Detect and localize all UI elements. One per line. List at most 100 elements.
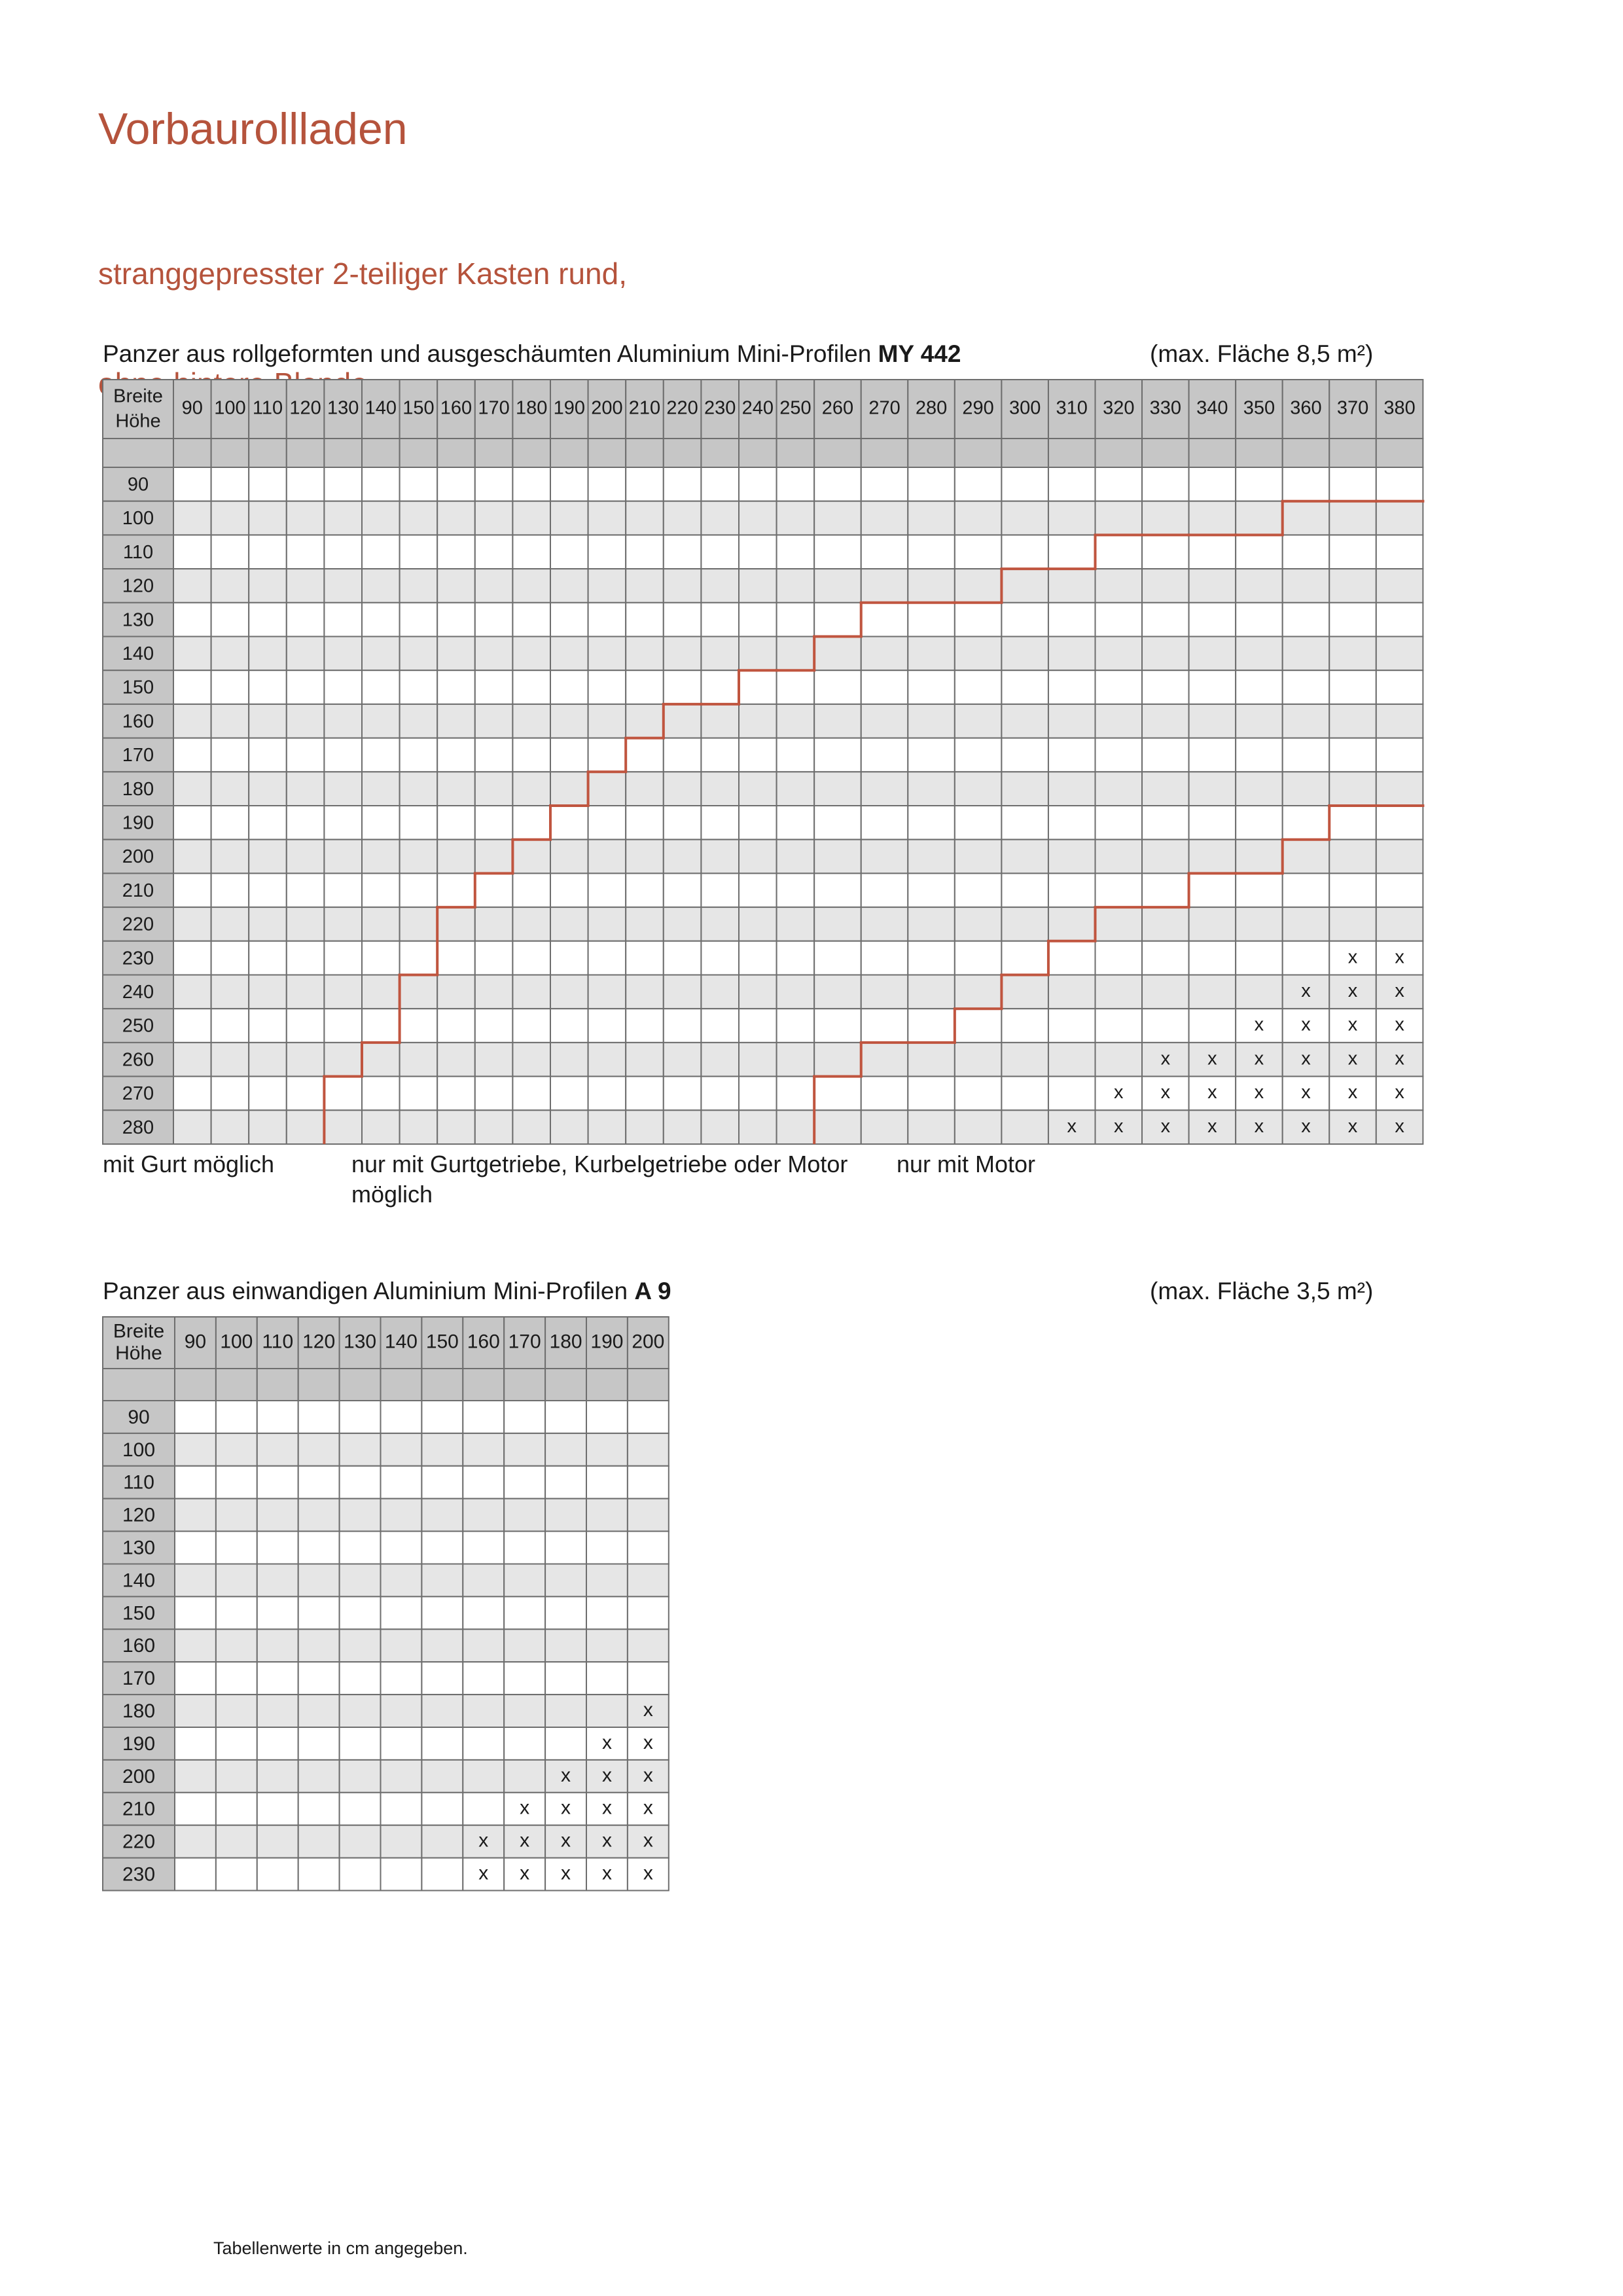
- table-cell: [462, 1563, 505, 1598]
- table-cell: [338, 1498, 382, 1532]
- table-cell: [210, 1041, 250, 1077]
- table-cell: [1141, 940, 1190, 976]
- table-cell: [813, 1008, 862, 1043]
- table-cell: [1001, 1041, 1049, 1077]
- table-cell: [550, 636, 589, 672]
- table-cell: [380, 1400, 423, 1434]
- table-cell: [550, 771, 589, 807]
- column-header: [512, 379, 552, 439]
- table-cell: [738, 771, 777, 807]
- table-cell: [907, 974, 955, 1010]
- table-cell: [813, 906, 862, 942]
- table-cell: [248, 1008, 287, 1043]
- header-spacer: [215, 1368, 258, 1401]
- table-cell: [1188, 805, 1237, 840]
- legend-item: nur mit Gurtgetriebe, Kurbelgetriebe ode…: [351, 1151, 848, 1208]
- table-cell: [215, 1857, 258, 1892]
- table-cell: [776, 737, 815, 773]
- table-cell: [361, 1109, 401, 1145]
- table-cell: [586, 1694, 628, 1729]
- table-cell: [1329, 1109, 1377, 1145]
- table-cell: [1094, 1008, 1143, 1043]
- table-cell: [1188, 771, 1237, 807]
- table-cell: [421, 1791, 464, 1826]
- table-cell: [586, 1857, 628, 1892]
- column-label: 150: [426, 1331, 459, 1352]
- table-cell: [474, 974, 514, 1010]
- cell-mark: x: [1255, 1048, 1264, 1069]
- table-cell: [738, 467, 777, 502]
- table-cell: [587, 805, 627, 840]
- table-cell: [662, 771, 702, 807]
- row-header: [102, 1400, 175, 1434]
- table-cell: [503, 1661, 546, 1696]
- table-cell: [399, 1041, 438, 1077]
- table-cell: [776, 1008, 815, 1043]
- table-cell: [1141, 601, 1190, 637]
- table-cell: [550, 974, 589, 1010]
- table-cell: [215, 1759, 258, 1793]
- table-cell: [544, 1400, 587, 1434]
- table-cell: [174, 1791, 217, 1826]
- row-label: 280: [122, 1117, 154, 1138]
- column-label: 350: [1243, 398, 1275, 419]
- table-cell: [1281, 670, 1330, 705]
- table-cell: [626, 1400, 669, 1434]
- table-cell: [1235, 1075, 1283, 1111]
- header-spacer: [323, 438, 363, 468]
- table-cell: [1141, 872, 1190, 908]
- table-cell: [1235, 1109, 1283, 1145]
- table-cell: [1094, 838, 1143, 874]
- header-spacer: [380, 1368, 423, 1401]
- table-cell: [173, 534, 212, 570]
- title: Vorbaurollladen: [98, 104, 408, 154]
- table-cell: [700, 838, 740, 874]
- table-cell: [587, 703, 627, 739]
- table-cell: [776, 1041, 815, 1077]
- table-cell: [1329, 838, 1377, 874]
- cell-mark: x: [602, 1862, 612, 1884]
- table-cell: [361, 906, 401, 942]
- header-spacer: [776, 438, 815, 468]
- table-cell: [1141, 467, 1190, 502]
- table-cell: [700, 805, 740, 840]
- table-cell: [625, 974, 664, 1010]
- table-cell: [297, 1759, 340, 1793]
- table-cell: [1235, 771, 1283, 807]
- header-spacer: [474, 438, 514, 468]
- table-cell: [662, 1008, 702, 1043]
- column-header: [1235, 379, 1283, 439]
- table-cell: [361, 737, 401, 773]
- table-cell: [625, 940, 664, 976]
- table-cell: [1047, 1075, 1096, 1111]
- table-cell: [361, 838, 401, 874]
- table-cell: [1001, 737, 1049, 773]
- table-cell: [421, 1824, 464, 1859]
- table-cell: [285, 974, 325, 1010]
- row-header: [102, 1596, 175, 1630]
- table-cell: [437, 1109, 476, 1145]
- table-cell: [285, 1075, 325, 1111]
- table-cell: [860, 601, 909, 637]
- table-cell: [1141, 1109, 1190, 1145]
- table-cell: [1281, 838, 1330, 874]
- row-label: 260: [122, 1049, 154, 1070]
- table-cell: [625, 534, 664, 570]
- table-cell: [512, 1008, 552, 1043]
- table-cell: [437, 500, 476, 536]
- table-cell: [954, 467, 1003, 502]
- column-header: [1141, 379, 1190, 439]
- table-cell: [323, 636, 363, 672]
- table-cell: [954, 906, 1003, 942]
- table-cell: [907, 534, 955, 570]
- table-cell: [738, 872, 777, 908]
- table-cell: [248, 838, 287, 874]
- column-header: [1375, 379, 1424, 439]
- table-cell: [1375, 670, 1424, 705]
- table-cell: [700, 940, 740, 976]
- cell-mark: x: [602, 1797, 612, 1819]
- header-spacer: [102, 438, 174, 468]
- cell-mark: x: [643, 1699, 653, 1721]
- table-cell: [550, 534, 589, 570]
- header-spacer: [503, 1368, 546, 1401]
